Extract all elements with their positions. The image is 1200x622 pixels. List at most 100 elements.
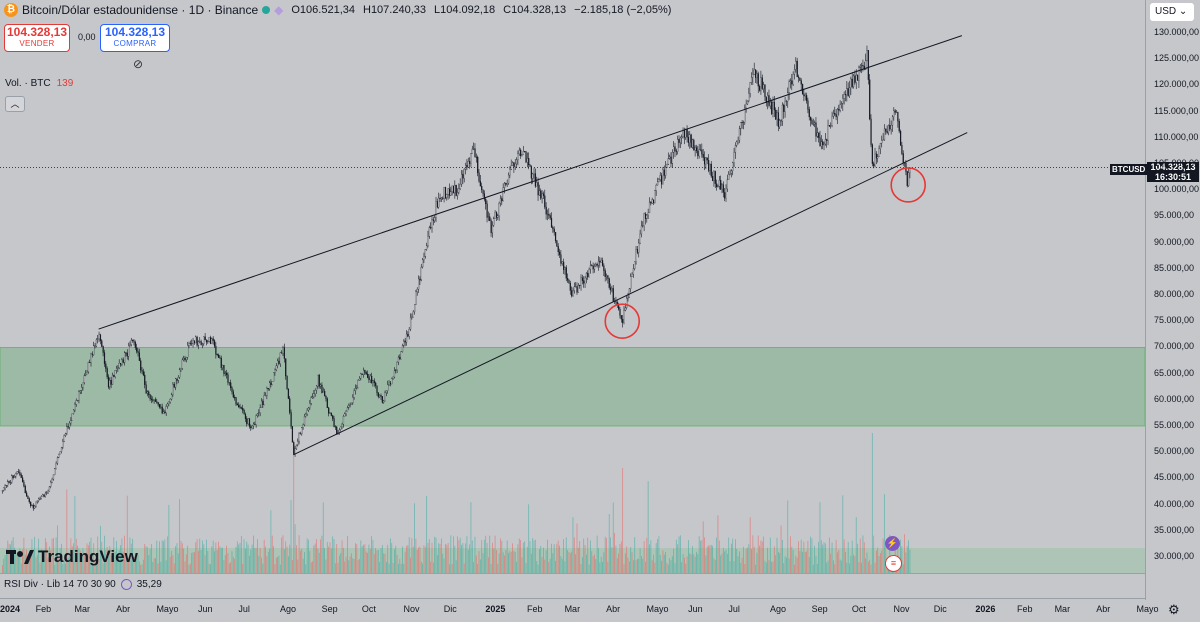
volume-bar <box>341 540 343 573</box>
candle <box>756 73 758 78</box>
currency-select[interactable]: USD ⌄ <box>1150 3 1194 21</box>
candle <box>267 388 269 390</box>
volume-bar <box>442 553 444 573</box>
candle <box>106 368 108 378</box>
volume-bar <box>176 543 178 573</box>
candle <box>384 392 386 402</box>
candle <box>423 256 425 260</box>
volume-legend[interactable]: Vol. · BTC 139 <box>5 78 73 89</box>
candle <box>799 77 801 81</box>
volume-bar <box>192 552 194 573</box>
volume-bar <box>28 555 30 573</box>
candle <box>87 362 89 373</box>
candle <box>192 340 194 344</box>
volume-bar <box>352 558 354 573</box>
volume-bar <box>602 561 603 573</box>
price-tick-label: 115.000,00 <box>1154 105 1199 116</box>
candle <box>611 288 613 291</box>
candle <box>389 382 392 385</box>
candle <box>836 109 839 118</box>
candle <box>695 147 698 152</box>
volume-bar <box>729 561 731 573</box>
us-flag-event-icon[interactable]: ≡ <box>885 555 902 572</box>
volume-bar <box>445 543 446 573</box>
volume-bar <box>423 545 425 573</box>
candle <box>658 179 660 182</box>
rsi-settings-icon[interactable] <box>120 579 132 590</box>
buy-button[interactable]: 104.328,13 COMPRAR <box>100 24 170 52</box>
volume-bar <box>50 550 52 573</box>
chart-area[interactable]: ₿ Bitcoin/Dólar estadounidense · 1D · Bi… <box>0 0 1145 573</box>
volume-bar <box>646 537 648 573</box>
candle <box>526 158 528 163</box>
candle <box>133 340 135 343</box>
candle <box>677 139 679 152</box>
collapse-chevron-icon[interactable]: ︿ <box>5 96 25 112</box>
volume-bar <box>325 559 327 573</box>
price-tick-label: 50.000,00 <box>1154 446 1195 457</box>
candle <box>361 373 363 375</box>
symbol-title[interactable]: Bitcoin/Dólar estadounidense · 1D · Bina… <box>22 3 259 17</box>
candle <box>667 158 669 165</box>
candle <box>213 340 216 347</box>
sell-button[interactable]: 104.328,13 VENDER <box>4 24 70 52</box>
time-tick-label: Jul <box>238 604 250 614</box>
volume-bar <box>250 549 252 573</box>
volume-bar <box>796 557 798 573</box>
event-flash-icon[interactable]: ⚡ <box>885 536 900 551</box>
time-tick-label: Jun <box>688 604 703 614</box>
candle <box>732 162 734 171</box>
candle <box>493 218 495 226</box>
volume-bar <box>207 550 209 573</box>
candle <box>171 394 173 400</box>
time-tick-label: 2025 <box>485 604 506 614</box>
candle <box>99 334 102 341</box>
candle <box>557 246 559 253</box>
candle <box>789 80 792 82</box>
candle <box>485 199 487 205</box>
volume-bar <box>277 556 279 573</box>
candle <box>807 100 809 110</box>
volume-bar <box>632 560 634 573</box>
volume-bar <box>879 553 881 573</box>
candle <box>38 498 40 501</box>
volume-bar <box>31 539 33 573</box>
candle <box>736 141 738 146</box>
volume-bar <box>477 563 479 573</box>
hide-eye-icon[interactable]: ⊘ <box>133 57 144 71</box>
price-axis[interactable] <box>1145 0 1200 600</box>
volume-bar <box>458 540 460 573</box>
time-axis[interactable]: 2024 Feb Mar Abr Mayo Jun Jul Ago Sep Oct Nov Dic 20… <box>0 598 1158 622</box>
candle <box>591 265 593 267</box>
volume-bar <box>407 545 409 573</box>
volume-bar <box>906 546 908 573</box>
volume-bar <box>75 538 77 573</box>
volume-bar <box>318 552 320 573</box>
volume-bar <box>811 538 813 573</box>
candle <box>891 116 894 126</box>
candle <box>740 122 742 129</box>
price-chart[interactable] <box>0 0 1145 573</box>
candle <box>584 277 586 284</box>
candle <box>812 123 814 125</box>
volume-bar <box>508 552 509 573</box>
volume-bar <box>43 560 45 573</box>
candle <box>529 164 531 167</box>
candle <box>422 259 424 268</box>
settings-gear-icon[interactable]: ⚙ <box>1168 602 1180 617</box>
candle <box>808 109 810 118</box>
volume-bar <box>539 549 540 573</box>
volume-bar <box>596 535 598 573</box>
volume-bar <box>781 539 783 573</box>
volume-bar <box>835 539 837 573</box>
volume-bar <box>90 537 92 573</box>
volume-bar <box>320 539 321 573</box>
candle <box>236 403 238 406</box>
candle <box>207 341 209 343</box>
volume-bar <box>66 489 68 573</box>
candle <box>380 395 382 397</box>
volume-bar <box>849 563 850 573</box>
rsi-pane[interactable]: RSI Div · Lib 14 70 30 90 35,29 <box>0 573 1145 599</box>
volume-bar <box>338 555 340 573</box>
volume-bar <box>281 537 283 573</box>
